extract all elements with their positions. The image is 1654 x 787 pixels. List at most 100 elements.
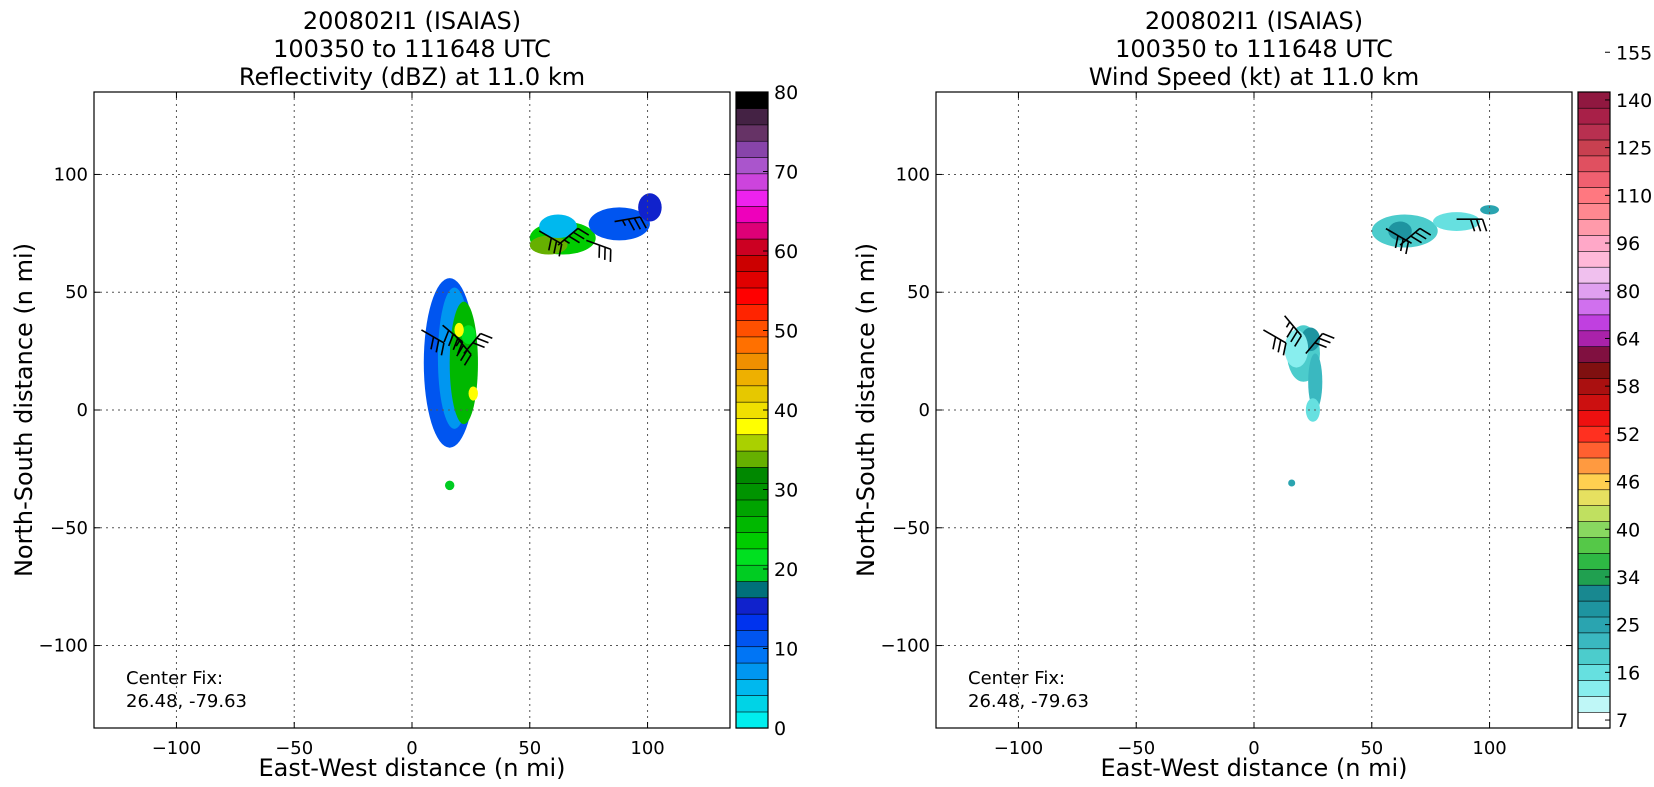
field-blob [1480, 205, 1499, 215]
colorbar-swatch [1577, 218, 1611, 236]
x-tick-label: 50 [518, 738, 541, 759]
colorbar-swatch [735, 205, 769, 224]
field-blob [454, 322, 464, 337]
center-fix-annotation: 26.48, -79.63 [968, 691, 1089, 712]
y-tick-label: 50 [65, 282, 88, 303]
field-blob [449, 301, 478, 425]
colorbar-swatch [735, 189, 769, 207]
colorbar-swatch [735, 254, 769, 272]
center-fix-annotation: 26.48, -79.63 [126, 691, 247, 712]
colorbar-swatch [735, 483, 769, 501]
chart-title-line-3: Wind Speed (kt) at 11.0 km [1089, 63, 1420, 91]
colorbar-label: 60 [774, 241, 798, 263]
colorbar-swatch [1577, 361, 1611, 379]
colorbar-swatch [735, 352, 769, 370]
y-tick-label: −100 [881, 636, 930, 657]
colorbar-swatch [735, 320, 769, 338]
colorbar-swatch [1577, 298, 1611, 316]
colorbar-swatch [735, 108, 769, 126]
colorbar-swatch [735, 613, 769, 631]
y-axis-label: North-South distance (n mi) [10, 243, 38, 577]
wind-barb [463, 332, 493, 354]
y-tick-label: 100 [54, 164, 88, 185]
colorbar-swatch [1577, 266, 1611, 284]
chart-title-line-1: 200802I1 (ISAIAS) [1145, 7, 1363, 35]
y-axis-label: North-South distance (n mi) [852, 243, 880, 577]
x-tick-label: 100 [630, 738, 664, 759]
colorbar-swatch [1577, 409, 1611, 427]
colorbar-swatch [735, 368, 769, 387]
colorbar-swatch [1577, 346, 1611, 363]
wind-barb [421, 329, 445, 356]
x-tick-label: 100 [1472, 738, 1506, 759]
colorbar-swatch [1577, 632, 1611, 650]
y-tick-label: −100 [39, 636, 88, 657]
colorbar-swatch [735, 515, 769, 533]
colorbar-swatch [1577, 536, 1611, 554]
colorbar-swatch [735, 417, 769, 436]
colorbar-swatch [735, 678, 769, 696]
x-tick-label: −50 [1117, 738, 1155, 759]
wind-barb [614, 216, 647, 231]
colorbar-label: 20 [774, 559, 798, 581]
colorbar-swatch [735, 91, 769, 109]
colorbar-label: 64 [1616, 328, 1640, 350]
colorbar-swatch [735, 711, 769, 729]
y-tick-label: 50 [907, 282, 930, 303]
colorbar-swatch [735, 271, 769, 289]
chart-title-line-3: Reflectivity (dBZ) at 11.0 km [239, 63, 585, 91]
colorbar-swatch [1577, 600, 1611, 618]
colorbar-frame [1577, 91, 1611, 729]
colorbar-swatch [1577, 648, 1611, 666]
chart-title-line-2: 100350 to 111648 UTC [1115, 35, 1393, 63]
colorbar-label: 110 [1616, 185, 1652, 207]
chart-title-line-1: 200802I1 (ISAIAS) [303, 7, 521, 35]
colorbar-swatch [1577, 250, 1611, 268]
colorbar-swatch [1577, 171, 1611, 189]
colorbar-swatch [735, 173, 769, 191]
field-blob [529, 235, 568, 255]
colorbar-label: 40 [1616, 519, 1640, 541]
x-tick-label: −100 [994, 738, 1043, 759]
colorbar-swatch [735, 629, 769, 648]
colorbar-label: 25 [1616, 615, 1640, 637]
wind-barb [1284, 315, 1303, 347]
colorbar-swatch [1577, 441, 1611, 459]
colorbar: 7 16 25 34 40 46 52 58 64 80 96 110 125 140 155 [1577, 42, 1652, 732]
colorbar-label: 50 [774, 321, 798, 343]
colorbar-label: 80 [774, 82, 798, 104]
colorbar: 0 10 20 30 40 50 60 70 80 [735, 82, 798, 740]
colorbar-label: 10 [774, 639, 798, 661]
colorbar-label: 0 [774, 718, 786, 740]
field-blob [1308, 353, 1323, 410]
data-field [1263, 205, 1499, 487]
colorbar-swatch [735, 140, 769, 158]
colorbar-swatch [735, 532, 769, 550]
center-fix-annotation: Center Fix: [968, 668, 1065, 689]
wind-barb [586, 239, 612, 262]
x-tick-label: 0 [1248, 738, 1259, 759]
colorbar-label: 125 [1616, 138, 1652, 160]
colorbar-swatch [735, 662, 769, 680]
center-fix-annotation: Center Fix: [126, 668, 223, 689]
colorbar-label: 40 [774, 400, 798, 422]
colorbar-label: 34 [1616, 567, 1640, 589]
field-blob [1305, 398, 1320, 422]
field-blob [1433, 212, 1481, 231]
y-tick-label: −50 [50, 518, 88, 539]
y-tick-label: 0 [77, 400, 88, 421]
colorbar-label: 16 [1616, 662, 1640, 684]
colorbar-swatch [1577, 107, 1611, 125]
x-tick-label: 50 [1360, 738, 1383, 759]
colorbar-swatch [735, 385, 769, 403]
colorbar-swatch [1577, 393, 1611, 411]
field-blob [468, 386, 478, 401]
colorbar-label: 96 [1616, 233, 1640, 255]
wind-barb [1305, 332, 1335, 354]
x-axis-label: East-West distance (n mi) [258, 754, 565, 782]
colorbar-swatch [735, 222, 769, 240]
colorbar-swatch [735, 499, 769, 517]
colorbar-swatch [1577, 314, 1611, 332]
colorbar-swatch [1577, 123, 1611, 141]
data-field [421, 193, 662, 491]
